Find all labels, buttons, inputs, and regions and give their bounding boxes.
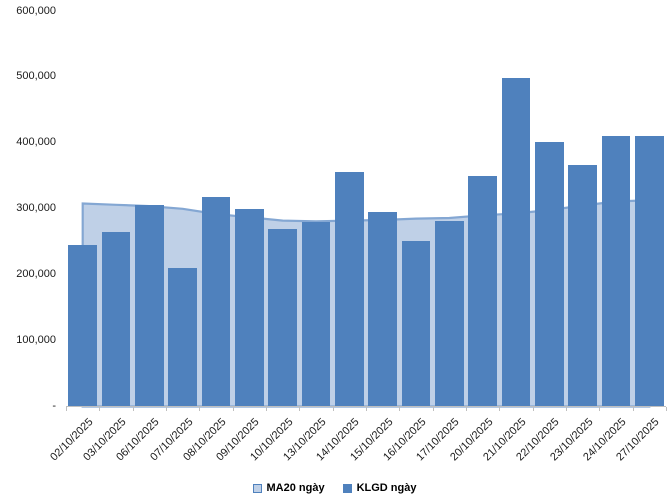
volume-bar bbox=[601, 135, 631, 407]
x-axis-tick bbox=[666, 407, 667, 411]
x-axis-tick bbox=[532, 407, 534, 411]
y-axis-label: 300,000 bbox=[16, 202, 56, 215]
volume-bar bbox=[501, 78, 531, 407]
x-axis-tick bbox=[166, 407, 167, 411]
volume-bar bbox=[234, 208, 264, 407]
x-axis-tick bbox=[66, 407, 67, 411]
x-axis-tick bbox=[432, 407, 434, 411]
x-axis-tick bbox=[99, 407, 101, 411]
legend-label-klgd: KLGD ngày bbox=[356, 482, 417, 494]
volume-bar bbox=[268, 228, 298, 407]
y-axis-label: 100,000 bbox=[16, 334, 56, 347]
volume-bar bbox=[401, 241, 431, 407]
volume-bar bbox=[201, 196, 231, 407]
volume-bar bbox=[68, 245, 98, 407]
volume-bar bbox=[368, 212, 398, 407]
ma20-swatch-icon bbox=[252, 483, 262, 493]
y-axis-label: 600,000 bbox=[16, 4, 56, 17]
x-axis-tick bbox=[366, 407, 367, 411]
volume-bar bbox=[634, 135, 664, 407]
x-axis-line bbox=[66, 406, 666, 407]
volume-bar bbox=[534, 142, 564, 407]
x-axis-tick bbox=[332, 407, 334, 411]
x-axis-tick bbox=[566, 407, 567, 411]
x-axis-tick bbox=[299, 407, 301, 411]
x-axis-tick bbox=[632, 407, 634, 411]
volume-bar bbox=[101, 231, 131, 407]
x-axis-tick bbox=[599, 407, 601, 411]
x-axis-tick bbox=[232, 407, 234, 411]
volume-bar bbox=[468, 175, 498, 407]
x-axis-tick bbox=[499, 407, 501, 411]
x-axis-tick bbox=[132, 407, 134, 411]
klgd-swatch-icon bbox=[342, 483, 352, 493]
y-axis-label: 500,000 bbox=[16, 70, 56, 83]
volume-bar bbox=[568, 165, 598, 407]
volume-bar bbox=[134, 205, 164, 407]
legend-item-ma20: MA20 ngày bbox=[252, 482, 325, 494]
x-axis-tick bbox=[266, 407, 267, 411]
legend-label-ma20: MA20 ngày bbox=[266, 482, 325, 494]
volume-bar bbox=[334, 172, 364, 407]
x-axis-tick bbox=[466, 407, 467, 411]
x-axis-tick bbox=[399, 407, 401, 411]
y-axis-label: 400,000 bbox=[16, 136, 56, 149]
chart-legend: MA20 ngày KLGD ngày bbox=[0, 482, 669, 494]
legend-item-klgd: KLGD ngày bbox=[342, 482, 417, 494]
volume-bar bbox=[301, 221, 331, 407]
volume-bar bbox=[168, 268, 198, 407]
y-axis-label: 200,000 bbox=[16, 268, 56, 281]
y-axis-label: - bbox=[52, 400, 56, 412]
x-axis-tick bbox=[199, 407, 201, 411]
volume-bar bbox=[434, 220, 464, 407]
